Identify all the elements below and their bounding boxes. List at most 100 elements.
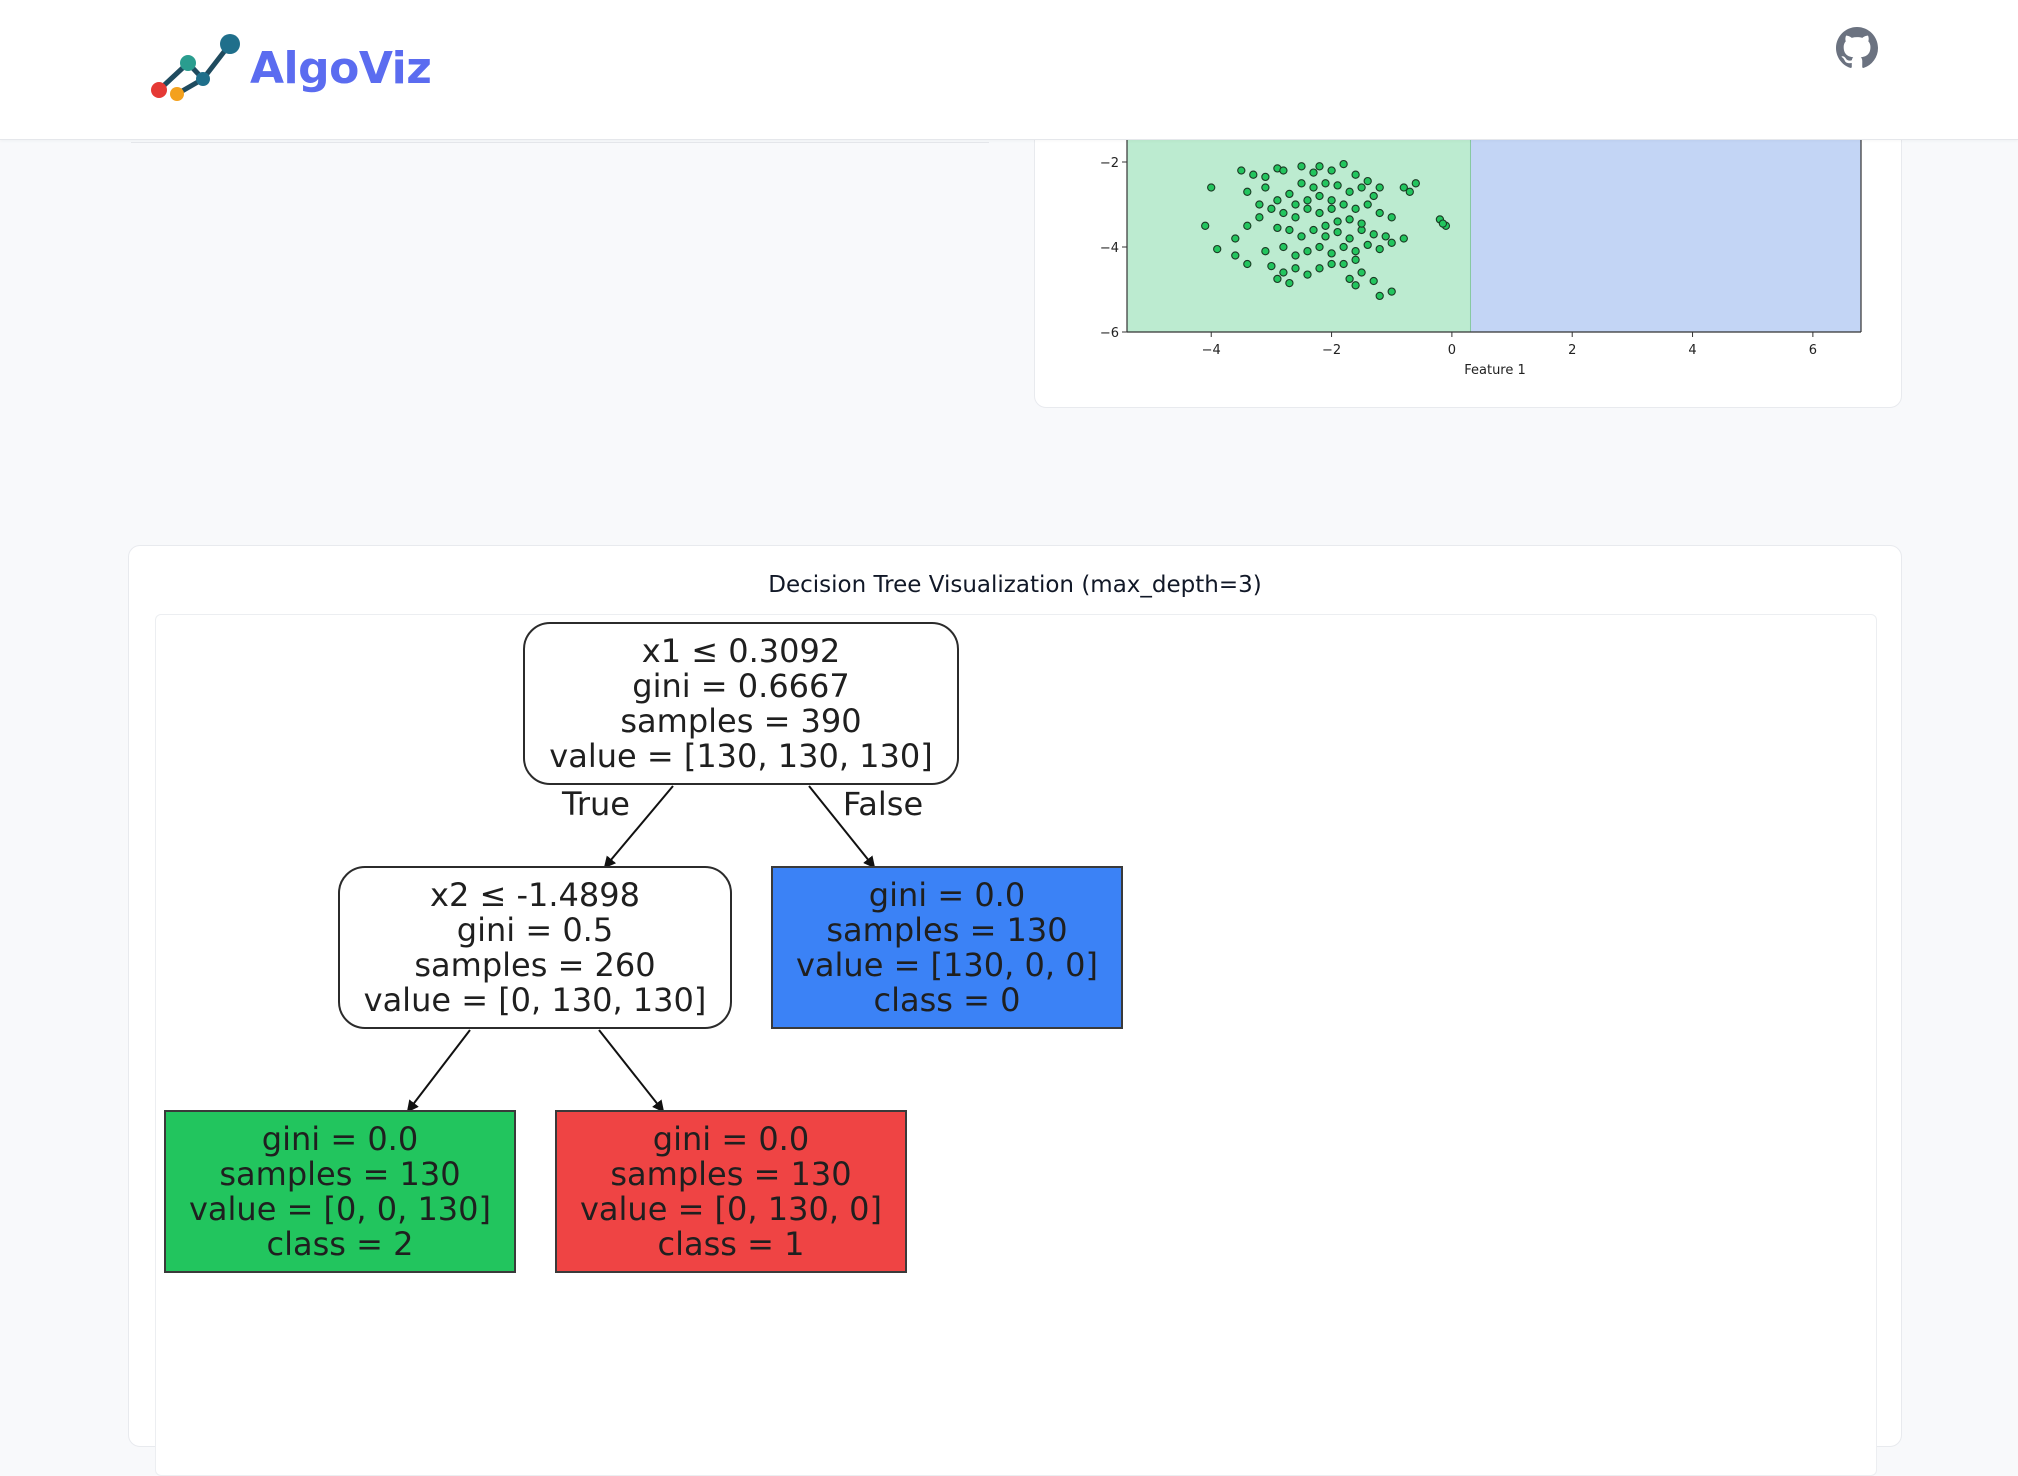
left-split: x2 ≤ -1.4898 (430, 876, 640, 914)
scatter-point (1267, 204, 1276, 213)
scatter-point (1321, 221, 1330, 230)
edge-left-ll (406, 1029, 471, 1113)
scatter-point (1213, 244, 1222, 254)
scatter-point (1285, 189, 1294, 199)
tree-node-root: x1 ≤ 0.3092 gini = 0.6667 samples = 390 … (523, 622, 959, 785)
tree-node-leaf-class-1: gini = 0.0 samples = 130 value = [0, 130… (555, 1110, 907, 1273)
decision-tree-card: Decision Tree Visualization (max_depth=3… (128, 545, 1902, 1476)
lr-value: value = [0, 130, 0] (580, 1190, 882, 1228)
scatter-point (1309, 225, 1318, 235)
scatter-point (1438, 219, 1448, 228)
scatter-point (1303, 270, 1312, 279)
scatter-point (1315, 191, 1324, 201)
scatter-point (1387, 287, 1396, 296)
brand-link[interactable]: AlgoViz (148, 28, 432, 108)
scatter-point (1279, 166, 1288, 175)
scatter-point (1315, 208, 1324, 218)
scatter-point (1357, 268, 1366, 277)
scatter-point (1249, 170, 1258, 179)
scatter-point (1351, 255, 1360, 264)
x-tick-label: −4 (1202, 343, 1221, 358)
scatter-point (1327, 249, 1336, 258)
scatter-point (1273, 274, 1282, 284)
scatter-point (1267, 261, 1276, 271)
scatter-point (1309, 168, 1318, 177)
x-tick-label: 0 (1448, 343, 1456, 358)
scatter-point (1309, 183, 1318, 192)
y-tick-label: −6 (1100, 326, 1119, 341)
scatter-point (1327, 166, 1336, 175)
scatter-point (1315, 242, 1324, 252)
scatter-point (1291, 264, 1300, 273)
scatter-point (1303, 204, 1312, 213)
root-split: x1 ≤ 0.3092 (642, 632, 840, 670)
scatter-point (1363, 176, 1372, 186)
scatter-point (1333, 217, 1342, 226)
root-value: value = [130, 130, 130] (549, 737, 932, 775)
scatter-point (1351, 247, 1360, 256)
scatter-point (1231, 234, 1240, 243)
scatter-point (1291, 200, 1300, 209)
scatter-point (1351, 204, 1360, 213)
ll-samples: samples = 130 (219, 1155, 460, 1193)
scatter-point (1339, 259, 1348, 269)
tree-title: Decision Tree Visualization (max_depth=3… (768, 572, 1262, 598)
ll-class: class = 2 (267, 1225, 414, 1263)
decision-tree-diagram: True False x1 ≤ 0.3092 gini = 0.6667 sam… (164, 622, 1123, 1273)
ll-value: value = [0, 0, 130] (189, 1190, 491, 1228)
github-icon (1836, 27, 1878, 68)
lr-samples: samples = 130 (610, 1155, 851, 1193)
scatter-point (1207, 183, 1216, 192)
scatter-point (1291, 251, 1300, 260)
scatter-point (1387, 213, 1396, 222)
tree-node-leaf-class-2: gini = 0.0 samples = 130 value = [0, 0, … (164, 1110, 516, 1273)
right-gini: gini = 0.0 (869, 876, 1025, 914)
scatter-point (1333, 227, 1342, 237)
scatter-point (1303, 247, 1312, 256)
scatter-point (1273, 223, 1282, 233)
scatter-point (1375, 291, 1384, 301)
scatter-point (1261, 183, 1270, 192)
scatter-point (1237, 166, 1246, 175)
scatter-point (1333, 181, 1342, 190)
ll-gini: gini = 0.0 (262, 1120, 418, 1158)
scatter-point (1339, 200, 1348, 209)
scatter-point (1327, 204, 1336, 213)
scatter-point (1285, 225, 1294, 235)
scatter-point (1345, 215, 1354, 224)
scatter-point (1303, 196, 1312, 205)
scatter-point (1255, 200, 1264, 209)
scatter-point (1327, 259, 1336, 269)
right-samples: samples = 130 (826, 911, 1067, 949)
scatter-point (1369, 276, 1378, 286)
github-link[interactable] (1836, 27, 1878, 69)
scatter-point (1345, 234, 1354, 243)
scatter-point (1369, 230, 1378, 239)
scatter-point (1339, 159, 1348, 169)
x-tick-label: 4 (1688, 343, 1696, 358)
x-axis-label: Feature 1 (1464, 363, 1526, 378)
scatter-point (1243, 221, 1252, 230)
scatter-point (1261, 172, 1270, 182)
scatter-point (1411, 179, 1420, 188)
scatter-point (1357, 183, 1366, 192)
scatter-point (1255, 213, 1264, 222)
scatter-point (1369, 191, 1378, 201)
root-samples: samples = 390 (620, 702, 861, 740)
lr-gini: gini = 0.0 (653, 1120, 809, 1158)
edge-label-false: False (843, 785, 923, 823)
left-value: value = [0, 130, 130] (364, 981, 707, 1019)
scatter-point (1297, 162, 1306, 171)
decision-boundary-plot: −4 −2 0 2 4 6 −2 −4 −6 Feature 1 (1100, 139, 1862, 378)
y-tick-label: −4 (1100, 241, 1119, 256)
left-panel-bottom-edge (131, 138, 989, 143)
scatter-point (1351, 281, 1360, 290)
scatter-point (1345, 187, 1354, 196)
tree-node-right-leaf: gini = 0.0 samples = 130 value = [130, 0… (771, 866, 1123, 1029)
x-tick-label: 6 (1809, 343, 1817, 358)
scatter-point (1363, 240, 1372, 250)
navbar: AlgoViz (0, 0, 2018, 140)
scatter-point (1279, 208, 1288, 218)
scatter-point (1399, 183, 1408, 192)
root-gini: gini = 0.6667 (632, 667, 850, 705)
